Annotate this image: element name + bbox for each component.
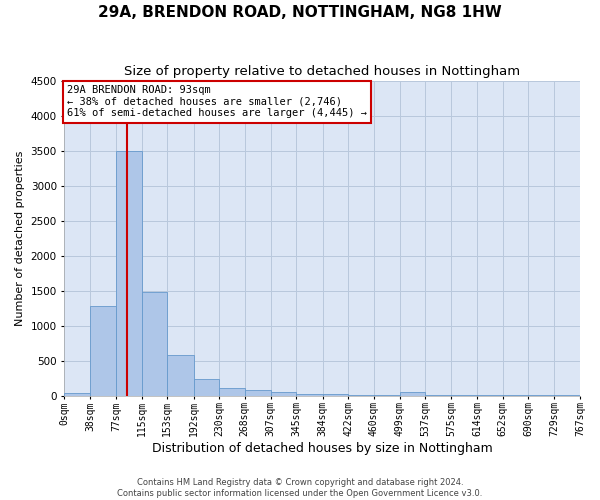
Bar: [194, 379, 219, 396]
Bar: [271, 392, 296, 396]
Bar: [323, 394, 348, 396]
Text: Contains HM Land Registry data © Crown copyright and database right 2024.
Contai: Contains HM Land Registry data © Crown c…: [118, 478, 482, 498]
Title: Size of property relative to detached houses in Nottingham: Size of property relative to detached ho…: [124, 65, 520, 78]
X-axis label: Distribution of detached houses by size in Nottingham: Distribution of detached houses by size …: [152, 442, 493, 455]
Y-axis label: Number of detached properties: Number of detached properties: [15, 150, 25, 326]
Bar: [219, 388, 245, 396]
Bar: [348, 395, 374, 396]
Bar: [400, 392, 425, 396]
Bar: [90, 306, 116, 396]
Bar: [296, 394, 323, 396]
Bar: [167, 356, 194, 396]
Bar: [374, 395, 400, 396]
Bar: [116, 150, 142, 396]
Bar: [64, 393, 90, 396]
Bar: [142, 292, 167, 396]
Text: 29A, BRENDON ROAD, NOTTINGHAM, NG8 1HW: 29A, BRENDON ROAD, NOTTINGHAM, NG8 1HW: [98, 5, 502, 20]
Bar: [245, 390, 271, 396]
Text: 29A BRENDON ROAD: 93sqm
← 38% of detached houses are smaller (2,746)
61% of semi: 29A BRENDON ROAD: 93sqm ← 38% of detache…: [67, 86, 367, 118]
